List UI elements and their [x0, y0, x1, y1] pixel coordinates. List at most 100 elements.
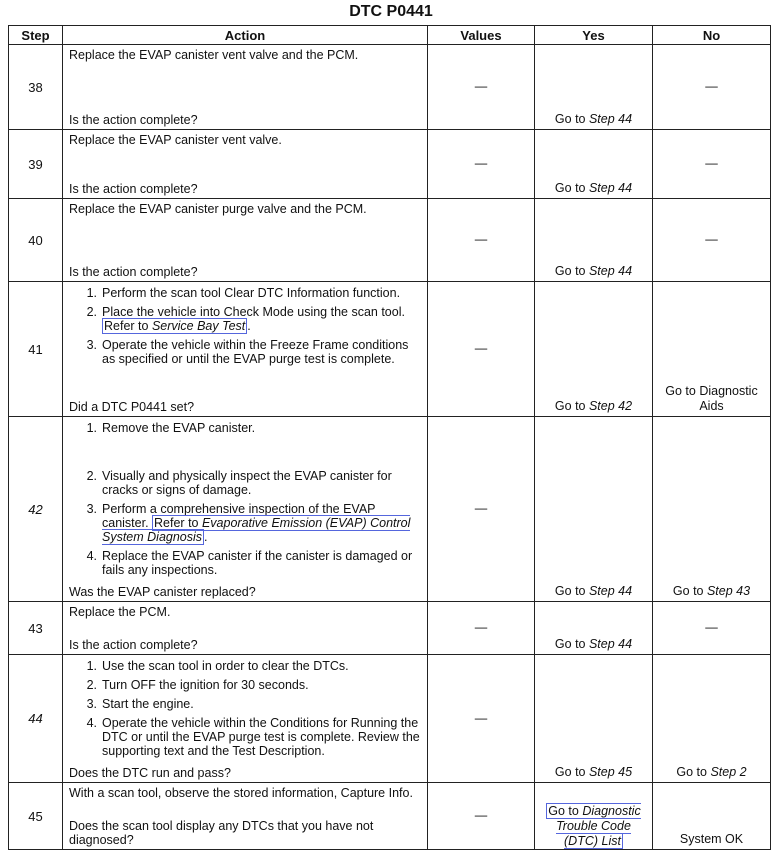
values-dash: —: [474, 232, 488, 247]
values-dash: —: [474, 501, 488, 516]
values-cell: —: [427, 782, 535, 850]
table-row: 44 1. Use the scan tool in order to clear …: [8, 654, 771, 783]
goto-step-link[interactable]: Step 44: [588, 584, 633, 598]
no-outcome[interactable]: Go to Step 43: [653, 584, 770, 601]
values-dash: —: [474, 156, 488, 171]
no-cell: —: [652, 198, 771, 282]
goto-step-link[interactable]: Step 44: [588, 181, 633, 195]
action-question: Is the action complete?: [69, 265, 198, 279]
goto-prefix: Go to: [554, 637, 589, 651]
header-values: Values: [427, 25, 535, 45]
reference-link[interactable]: Refer to Evaporative Emission (EVAP) Con…: [102, 515, 411, 545]
reference-prefix[interactable]: Refer to: [104, 319, 152, 333]
yes-outcome[interactable]: Go to Step 42: [535, 399, 652, 416]
goto-reference-link[interactable]: Go to Diagnostic Trouble Code (DTC) List: [546, 803, 641, 849]
step-number: 40: [8, 198, 63, 282]
values-cell: —: [427, 129, 535, 199]
goto-step-link[interactable]: Step 44: [588, 264, 633, 278]
no-outcome[interactable]: Go to Step 2: [653, 765, 770, 782]
table-row: 42 1. Remove the EVAP canister. 2. Visually …: [8, 416, 771, 602]
values-cell: —: [427, 198, 535, 282]
step-item-number: 1.: [86, 659, 97, 673]
no-dash: —: [705, 79, 718, 94]
action-step-item: 3. Perform a comprehensive inspection of …: [69, 502, 421, 545]
goto-step-link[interactable]: Step 44: [588, 637, 633, 651]
action-top: With a scan tool, observe the stored inf…: [69, 786, 421, 800]
action-content: Replace the EVAP canister purge valve an…: [63, 199, 427, 281]
action-cell: Replace the PCM. Is the action complete?: [62, 601, 428, 655]
goto-step-link[interactable]: Step 44: [588, 112, 633, 126]
no-cell: —: [652, 44, 771, 130]
action-steps-list: 1. Use the scan tool in order to clear th…: [69, 659, 421, 758]
action-top: 1. Use the scan tool in order to clear th…: [69, 658, 421, 763]
diagnostic-table: Step Action Values Yes No 38 Replace the …: [8, 25, 771, 850]
reference-title[interactable]: Service Bay Test: [151, 319, 246, 333]
action-step-item: 1. Use the scan tool in order to clear th…: [69, 659, 421, 673]
action-instruction: Replace the EVAP canister vent valve.: [69, 133, 282, 147]
goto-reference-title[interactable]: Diagnostic Trouble Code (DTC) List: [556, 804, 641, 848]
step-item-text: Perform a comprehensive inspection of th…: [102, 502, 421, 545]
yes-outcome[interactable]: Go to Diagnostic Trouble Code (DTC) List: [535, 800, 652, 849]
step-number: 45: [8, 782, 63, 850]
values-cell: —: [427, 44, 535, 130]
step-item-text: Operate the vehicle within the Freeze Fr…: [102, 338, 421, 366]
goto-prefix: Go to: [672, 584, 707, 598]
action-content: 1. Use the scan tool in order to clear th…: [63, 655, 427, 782]
action-top: Replace the EVAP canister vent valve.: [69, 133, 421, 147]
values-dash: —: [474, 341, 488, 356]
action-content: Replace the EVAP canister vent valve and…: [63, 45, 427, 129]
goto-prefix: Go to: [554, 264, 589, 278]
goto-step-link[interactable]: Step 2: [710, 765, 747, 779]
reference-title[interactable]: Evaporative Emission (EVAP) Control Syst…: [102, 516, 411, 544]
goto-step-link[interactable]: Step 43: [706, 584, 751, 598]
step-item-body: Visually and physically inspect the EVAP…: [102, 469, 392, 497]
yes-outcome[interactable]: Go to Step 44: [535, 264, 652, 281]
goto-prefix: Go to: [554, 765, 589, 779]
step-item-number: 3.: [86, 697, 97, 711]
reference-suffix: .: [204, 530, 208, 544]
step-item-text: Use the scan tool in order to clear the …: [102, 659, 349, 673]
step-number: 41: [8, 281, 63, 417]
values-cell: —: [427, 654, 535, 783]
no-dash: —: [705, 620, 718, 635]
step-item-body: Replace the EVAP canister if the caniste…: [102, 549, 413, 577]
step-item-text: Remove the EVAP canister.: [102, 421, 255, 435]
action-instruction: Replace the PCM.: [69, 605, 171, 619]
action-instruction: Replace the EVAP canister vent valve and…: [69, 48, 359, 62]
yes-outcome[interactable]: Go to Step 44: [535, 112, 652, 129]
action-content: 1. Remove the EVAP canister. 2. Visually an…: [63, 417, 427, 601]
yes-outcome[interactable]: Go to Step 45: [535, 765, 652, 782]
action-step-item: 4. Operate the vehicle within the Conditi…: [69, 716, 421, 758]
action-instruction: With a scan tool, observe the stored inf…: [69, 786, 413, 800]
no-outcome: Go to Diagnostic Aids: [653, 384, 770, 416]
action-step-item: 1. Remove the EVAP canister.: [69, 421, 421, 435]
action-step-item: 2. Turn OFF the ignition for 30 seconds.: [69, 678, 421, 692]
goto-step-link[interactable]: Step 45: [588, 765, 633, 779]
step-number: 43: [8, 601, 63, 655]
action-step-item: 3. Operate the vehicle within the Freeze …: [69, 338, 421, 366]
action-cell: With a scan tool, observe the stored inf…: [62, 782, 428, 850]
reference-prefix[interactable]: Refer to: [154, 516, 202, 530]
step-item-body: Start the engine.: [102, 697, 194, 711]
goto-step-link[interactable]: Step 42: [588, 399, 633, 413]
no-cell: Go to Step 43: [652, 416, 771, 602]
yes-outcome[interactable]: Go to Step 44: [535, 181, 652, 198]
table-row: 41 1. Perform the scan tool Clear DTC Info…: [8, 281, 771, 417]
step-item-number: 1.: [86, 421, 97, 435]
no-dash: —: [705, 156, 718, 171]
step-number: 39: [8, 129, 63, 199]
step-item-text: Start the engine.: [102, 697, 194, 711]
goto-prefix[interactable]: Go to: [548, 804, 583, 818]
action-cell: 1. Perform the scan tool Clear DTC Inform…: [62, 281, 428, 417]
yes-outcome[interactable]: Go to Step 44: [535, 584, 652, 601]
table-row: 39 Replace the EVAP canister vent valve. I…: [8, 129, 771, 199]
goto-prefix: Go to: [554, 399, 589, 413]
reference-link[interactable]: Refer to Service Bay Test: [102, 318, 248, 334]
action-question: Did a DTC P0441 set?: [69, 400, 195, 414]
step-item-number: 2.: [86, 678, 97, 692]
action-cell: 1. Remove the EVAP canister. 2. Visually an…: [62, 416, 428, 602]
step-number: 38: [8, 44, 63, 130]
action-content: 1. Perform the scan tool Clear DTC Inform…: [63, 282, 427, 416]
yes-outcome[interactable]: Go to Step 44: [535, 637, 652, 654]
no-cell: Go to Step 2: [652, 654, 771, 783]
